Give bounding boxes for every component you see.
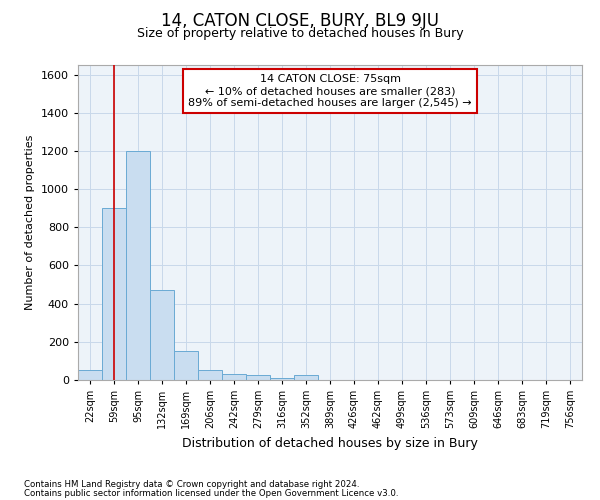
- Bar: [150, 290, 174, 380]
- Text: 14 CATON CLOSE: 75sqm
← 10% of detached houses are smaller (283)
89% of semi-det: 14 CATON CLOSE: 75sqm ← 10% of detached …: [188, 74, 472, 108]
- Text: Size of property relative to detached houses in Bury: Size of property relative to detached ho…: [137, 28, 463, 40]
- Bar: [198, 370, 222, 380]
- Bar: [102, 208, 126, 380]
- Bar: [222, 374, 246, 380]
- Bar: [126, 151, 150, 380]
- Bar: [294, 375, 318, 380]
- Bar: [246, 375, 270, 380]
- Bar: [174, 352, 198, 380]
- Y-axis label: Number of detached properties: Number of detached properties: [25, 135, 35, 310]
- Text: Contains HM Land Registry data © Crown copyright and database right 2024.: Contains HM Land Registry data © Crown c…: [24, 480, 359, 489]
- Bar: [78, 370, 102, 380]
- Text: 14, CATON CLOSE, BURY, BL9 9JU: 14, CATON CLOSE, BURY, BL9 9JU: [161, 12, 439, 30]
- X-axis label: Distribution of detached houses by size in Bury: Distribution of detached houses by size …: [182, 436, 478, 450]
- Text: Contains public sector information licensed under the Open Government Licence v3: Contains public sector information licen…: [24, 489, 398, 498]
- Bar: [270, 378, 294, 380]
